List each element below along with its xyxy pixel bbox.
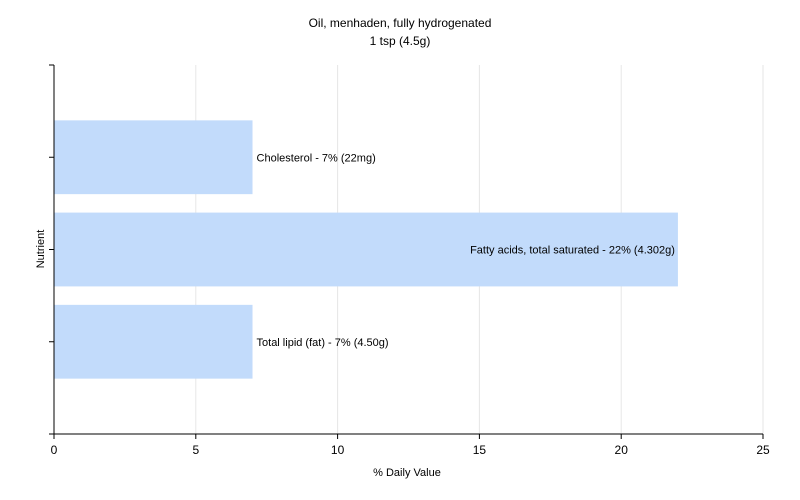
bar-1 bbox=[54, 212, 678, 287]
data-label-1: Fatty acids, total saturated - 22% (4.30… bbox=[470, 245, 675, 257]
x-tick-label-4: 20 bbox=[615, 443, 629, 457]
data-label-2: Cholesterol - 7% (22mg) bbox=[257, 152, 376, 164]
bar-0 bbox=[54, 304, 253, 379]
data-label-0: Total lipid (fat) - 7% (4.50g) bbox=[257, 337, 389, 349]
bars bbox=[54, 120, 678, 379]
chart-subtitle: 1 tsp (4.5g) bbox=[370, 34, 431, 48]
bar-2 bbox=[54, 120, 253, 195]
x-tick-label-3: 15 bbox=[473, 443, 487, 457]
x-tick-label-2: 10 bbox=[331, 443, 345, 457]
tick-labels: 0 5 10 15 20 25 bbox=[51, 443, 770, 457]
x-tick-label-0: 0 bbox=[51, 443, 58, 457]
data-labels: Total lipid (fat) - 7% (4.50g) Fatty acid… bbox=[257, 152, 675, 349]
chart-title: Oil, menhaden, fully hydrogenated bbox=[309, 16, 492, 30]
axes bbox=[49, 64, 764, 439]
x-axis-label: % Daily Value bbox=[373, 467, 441, 479]
y-axis-label: Nutrient bbox=[35, 230, 47, 269]
x-tick-label-1: 5 bbox=[192, 443, 199, 457]
x-tick-label-5: 25 bbox=[756, 443, 770, 457]
